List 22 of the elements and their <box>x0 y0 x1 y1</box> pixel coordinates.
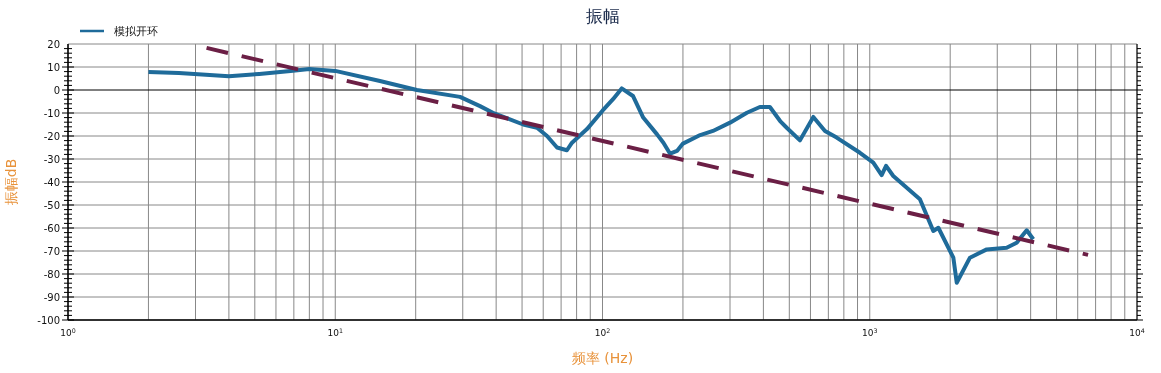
x-tick-label: 10$^{1}$ <box>327 326 343 338</box>
x-axis-title: 频率 (Hz) <box>571 350 634 366</box>
y-tick-label: -50 <box>43 200 60 211</box>
y-tick-label: -80 <box>43 269 60 280</box>
y-tick-label: -10 <box>43 108 60 119</box>
x-tick-label: 10$^{3}$ <box>862 326 878 338</box>
y-tick-label: 20 <box>47 39 60 50</box>
y-tick-label: -60 <box>43 223 60 234</box>
chart-title: 振幅 <box>585 6 620 26</box>
y-tick-label: 10 <box>47 62 60 73</box>
x-tick-label: 10$^{4}$ <box>1129 326 1145 338</box>
y-tick-label: -100 <box>37 315 60 326</box>
y-tick-label: -70 <box>43 246 60 257</box>
x-tick-label: 10$^{2}$ <box>594 326 611 338</box>
y-tick-label: -30 <box>43 154 60 165</box>
x-tick-label: 10$^{0}$ <box>60 326 76 338</box>
y-tick-label: -40 <box>43 177 60 188</box>
y-tick-label: 0 <box>53 85 60 96</box>
y-axis-title: 振幅dB <box>3 158 19 206</box>
y-tick-label: -90 <box>43 292 60 303</box>
legend-label: 模拟开环 <box>114 25 158 38</box>
y-tick-label: -20 <box>43 131 60 142</box>
